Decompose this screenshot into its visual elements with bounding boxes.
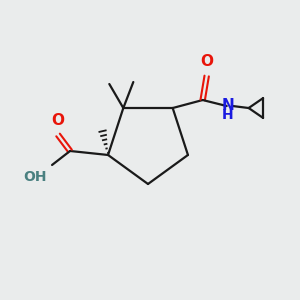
Text: O: O	[52, 113, 64, 128]
Text: H: H	[222, 108, 233, 122]
Text: OH: OH	[24, 170, 47, 184]
Text: N: N	[221, 98, 234, 112]
Text: O: O	[200, 54, 213, 69]
